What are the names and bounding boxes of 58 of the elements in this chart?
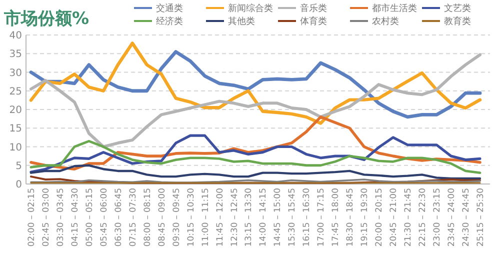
x-tick-label: 05:00 – 05:15 [84,188,95,247]
chart-title: 市场份额% [3,9,90,29]
x-tick-label: 25:15 – 25:30 [476,188,486,247]
y-tick-label: 5 [16,160,22,172]
x-tick-label: 20:00 – 20:15 [374,188,385,247]
legend-label: 文艺类 [444,3,471,14]
legend-label: 其他类 [228,16,255,28]
x-tick-label: 21:30 – 21:45 [404,188,414,247]
y-tick-label: 15 [9,124,22,135]
x-tick-label: 22:15 – 22:30 [418,188,428,247]
legend-label: 都市生活类 [372,3,417,14]
line-series [30,53,482,148]
line-series [30,140,482,174]
x-tick-label: 23:00 – 23:15 [432,188,443,247]
x-tick-label: 14:00 – 14:15 [258,188,269,247]
x-tick-label: 15:30 – 15:45 [288,188,298,247]
x-tick-label: 05:45 – 06:00 [99,188,110,247]
x-tick-label: 14:45 – 15:00 [273,188,284,247]
x-tick-label: 16:15 – 16:30 [302,188,312,247]
y-tick-label: 25 [9,86,22,98]
legend-label: 农村类 [372,16,399,28]
x-tick-label: 03:30 – 03:45 [56,188,66,247]
x-tick-label: 08:45 – 09:00 [157,188,168,247]
x-tick-label: 12:30 – 12:45 [230,188,240,247]
x-tick-label: 02:45 – 03:00 [41,188,52,247]
line-series [29,50,482,119]
x-tick-label: 19:15 – 19:30 [360,188,370,247]
x-tick-label: 20:45 – 21:00 [389,188,400,247]
line-series [30,134,482,174]
x-tick-label: 23:45 – 24:00 [447,188,458,247]
x-tick-label: 02:00 – 02:15 [26,188,37,247]
x-tick-label: 24:30 – 24:45 [461,188,472,247]
x-tick-label: 06:30 – 06:45 [114,188,124,247]
legend-label: 经济类 [156,16,183,28]
legend-label: 体育类 [300,16,327,28]
x-tick-label: 10:15 – 10:30 [186,188,196,247]
legend-label: 交通类 [156,3,183,14]
y-tick-label: 35 [9,49,22,60]
x-tick-label: 09:30 – 09:45 [172,188,182,247]
x-tick-label: 11:00 – 11:15 [200,188,211,247]
x-tick-label: 04:15 – 04:30 [70,188,80,247]
legend-label: 新闻综合类 [228,3,273,14]
x-tick-label: 11:45 – 12:00 [215,188,226,247]
x-tick-label: 07:15 – 07:30 [128,188,138,247]
y-tick-label: 10 [9,142,22,154]
line-series [29,42,482,125]
x-tick-label: 13:15 – 13:30 [244,188,254,247]
y-tick-label: 40 [9,30,22,42]
x-tick-label: 18:30 – 18:45 [346,188,356,247]
x-tick-label: 08:00 – 08:15 [142,188,153,247]
line-series [30,164,482,180]
legend-label: 音乐类 [300,3,327,14]
x-tick-label: 17:00 – 17:15 [316,188,327,247]
y-tick-label: 0 [16,180,22,190]
x-tick-label: 17:45 – 18:00 [331,188,342,247]
y-tick-label: 20 [9,105,22,116]
legend-label: 教育类 [444,16,471,28]
y-tick-label: 30 [9,68,22,79]
